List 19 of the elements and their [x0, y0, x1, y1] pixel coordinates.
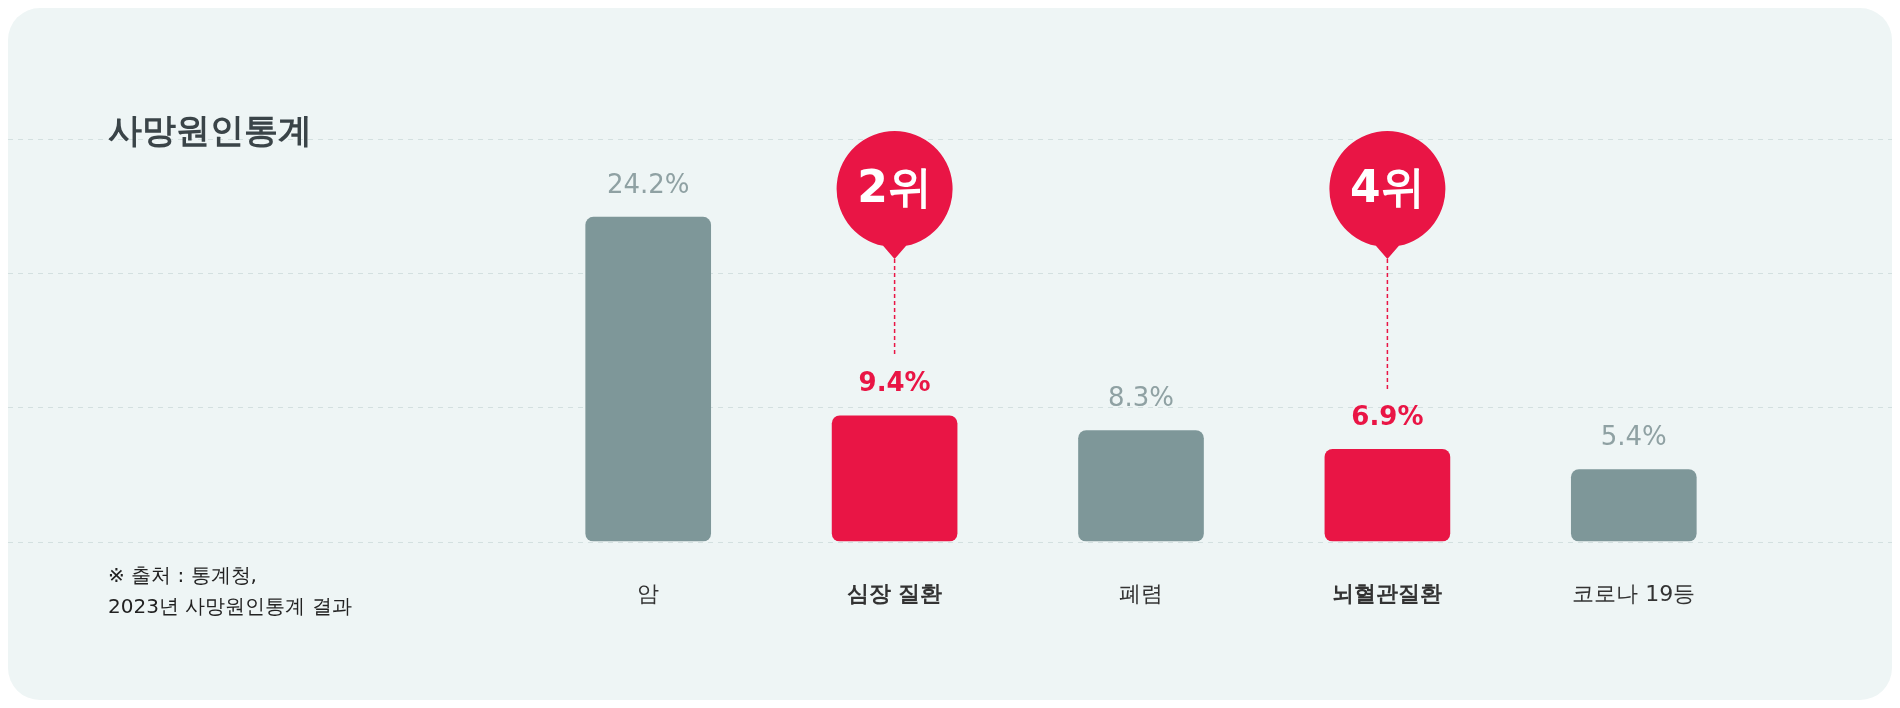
x-tick-label: 암 [637, 580, 660, 606]
annotation: 2위 [857, 161, 932, 213]
bar [585, 216, 712, 542]
text: 사망원인통계 [108, 109, 312, 152]
x-tick-label: 심장 질환 [846, 580, 943, 606]
data-label: 9.4% [858, 367, 931, 398]
data-label: 8.3% [1107, 381, 1175, 412]
bar [1078, 430, 1204, 542]
bar [831, 415, 958, 542]
data-label: 6.9% [1351, 400, 1424, 431]
bar [1570, 469, 1697, 542]
x-tick-label: 폐렴 [1119, 580, 1163, 606]
x-tick-label: 뇌혈관질환 [1332, 580, 1443, 606]
data-label: 5.4% [1600, 420, 1667, 451]
bar [1324, 449, 1451, 542]
data-label: 24.2% [606, 168, 690, 199]
text: ※ 출처 : 통계청, 2023년 사망원인통계 결과 [108, 562, 352, 620]
annotation: 4위 [1350, 161, 1425, 213]
x-tick-label: 코로나 19등 [1572, 580, 1696, 606]
